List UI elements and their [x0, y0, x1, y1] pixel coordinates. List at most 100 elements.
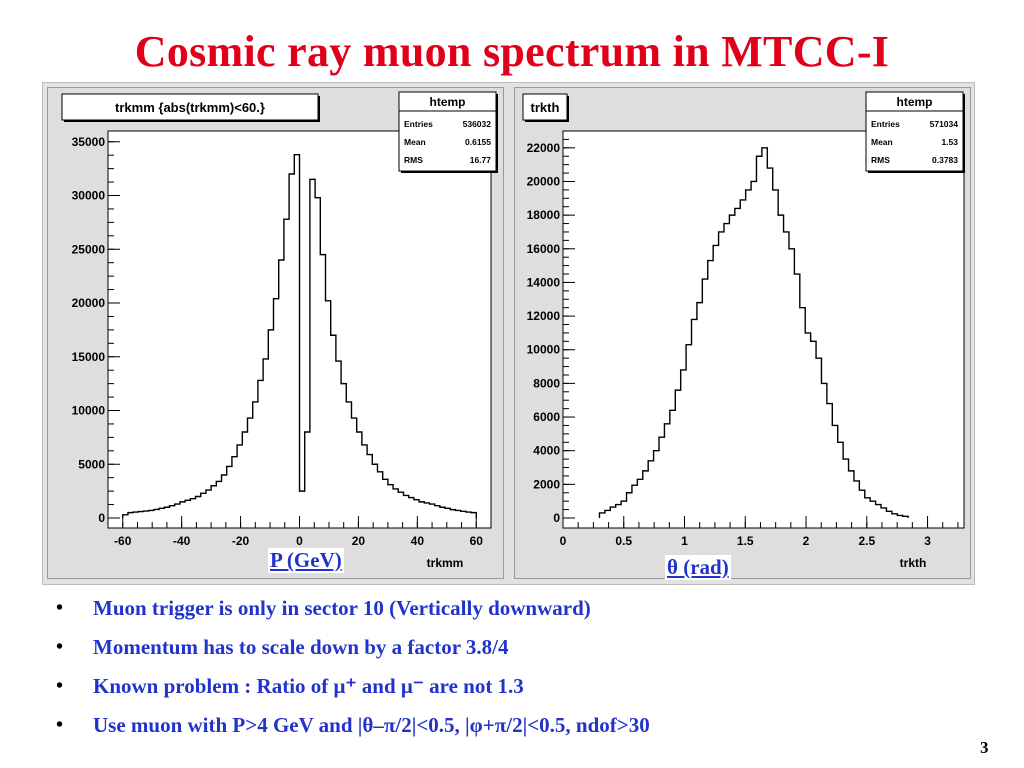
histogram-figure: 0 5000 10000 15000 20000 25000 30000 35000 -60 -4… [42, 82, 975, 585]
histogram-bin [164, 507, 170, 518]
bullet-text: Momentum has to scale down by a factor 3… [93, 635, 509, 659]
y-tick-label: 8000 [533, 376, 560, 390]
x-tick-label: 2 [803, 534, 810, 548]
x-tick-label: -60 [114, 534, 132, 548]
histogram-bin [637, 479, 643, 518]
histogram-bin [377, 471, 383, 518]
histogram-bin [367, 454, 373, 518]
stats-label: RMS [871, 155, 890, 165]
histogram-bin [680, 369, 687, 518]
y-tick-label: 15000 [72, 350, 106, 364]
histogram-bin [346, 401, 352, 518]
x-axis-title: trkmm [427, 556, 464, 570]
bullet-item: • Momentum has to scale down by a factor … [56, 631, 996, 670]
histogram-bin [826, 403, 833, 518]
histogram-bin [278, 260, 284, 518]
histogram-bin [122, 514, 128, 518]
theta-unit-label: θ (rad) [665, 555, 731, 580]
stats-box [398, 91, 497, 172]
histogram-bin [413, 499, 420, 518]
histogram-bin [356, 432, 362, 518]
histogram-bin [832, 425, 838, 518]
bullet-text: Use muon with P>4 GeV and |θ–π/2|<0.5, |… [93, 713, 650, 737]
histogram-bin [361, 444, 368, 518]
histogram-bin [185, 500, 191, 518]
histogram-bin [805, 332, 811, 518]
histogram-bin [642, 470, 649, 518]
y-tick-label: 10000 [527, 343, 561, 357]
histogram-bin [631, 485, 638, 518]
bullet-item: • Muon trigger is only in sector 10 (Vert… [56, 592, 996, 631]
histogram-bin [686, 344, 692, 518]
histogram-bin [195, 496, 201, 518]
histogram-bin [325, 300, 331, 518]
histogram-bin [429, 504, 435, 518]
histogram-bin [190, 498, 196, 518]
histogram-bin [891, 513, 898, 518]
histogram-bin [372, 464, 378, 518]
bullet-text: Known problem : Ratio of μ⁺ and μ⁻ are n… [93, 674, 524, 698]
stats-box-title: htemp [897, 95, 933, 109]
histogram-bin [434, 505, 440, 518]
histogram-bin [772, 189, 779, 518]
histogram-bin [902, 516, 909, 518]
y-tick-label: 12000 [527, 309, 561, 323]
page-number: 3 [980, 738, 989, 757]
histogram-bin [471, 512, 477, 518]
bullet-marker: • [56, 675, 64, 697]
chart-title: trkth [531, 100, 560, 115]
histogram-bin [745, 189, 752, 518]
histogram-bin [615, 504, 622, 518]
histogram-bin [257, 380, 264, 518]
histogram-bin [751, 181, 757, 518]
momentum-histogram-chart: 0 5000 10000 15000 20000 25000 30000 35000 -60 -4… [61, 91, 498, 570]
x-axis-title: trkth [900, 556, 927, 570]
title-box [61, 93, 319, 121]
stats-value: 16.77 [470, 155, 492, 165]
histogram-bin [853, 480, 860, 518]
stats-box-title: htemp [430, 95, 466, 109]
histogram-bin [247, 418, 253, 518]
histogram-bin [761, 147, 768, 518]
histogram-bin [309, 179, 316, 518]
histogram-bin [788, 248, 795, 519]
histogram-bin [837, 442, 844, 518]
y-tick-label: 0 [98, 511, 105, 525]
histogram-bin [810, 341, 817, 518]
histogram-bin [864, 497, 871, 518]
histogram-bin [315, 197, 321, 518]
histogram-bin [200, 493, 206, 518]
y-tick-label: 20000 [72, 296, 106, 310]
y-tick-label: 18000 [527, 208, 561, 222]
histogram-bin [159, 508, 165, 518]
histogram-bin [778, 215, 784, 518]
bullet-marker: • [56, 636, 64, 658]
histogram-bin [138, 511, 144, 518]
histogram-bin [179, 501, 186, 518]
histogram-bin [723, 223, 730, 519]
histogram-bin [718, 231, 724, 518]
histogram-bin [403, 495, 409, 518]
x-tick-label: 60 [470, 534, 484, 548]
x-tick-label: 3 [924, 534, 931, 548]
x-tick-label: 2.5 [858, 534, 875, 548]
histogram-bin [153, 509, 160, 518]
histogram-bin [127, 512, 134, 518]
histogram-bin [626, 492, 632, 518]
histogram-bin [816, 358, 822, 518]
histogram-bin [398, 492, 404, 518]
y-tick-label: 10000 [72, 404, 106, 418]
y-tick-label: 2000 [533, 477, 560, 491]
y-tick-label: 25000 [72, 242, 106, 256]
histogram-bin [713, 245, 719, 518]
histogram-bin [237, 444, 243, 518]
histogram-outline [598, 147, 909, 518]
y-tick-label: 35000 [72, 135, 106, 149]
histogram-bin [273, 298, 279, 518]
histogram-bin [740, 199, 746, 519]
histogram-bin [783, 231, 789, 518]
y-tick-label: 0 [553, 511, 560, 525]
histogram-bin [221, 475, 227, 518]
stats-label: Mean [404, 137, 426, 147]
histogram-bin [216, 481, 222, 518]
